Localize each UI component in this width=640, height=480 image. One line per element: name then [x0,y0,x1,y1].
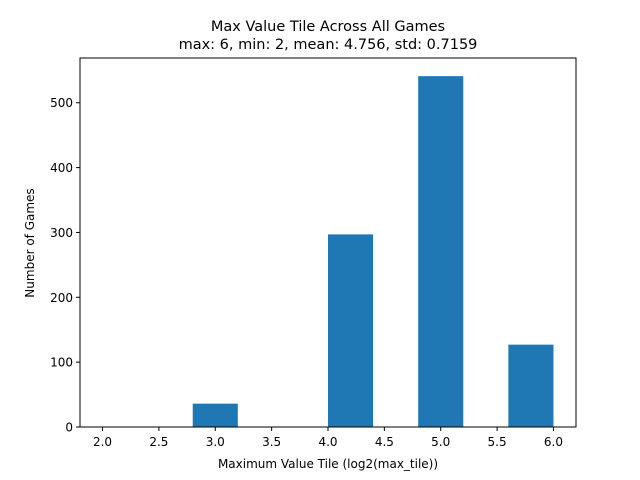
histogram-bar-9 [508,344,554,427]
x-tick-label-7: 5.5 [488,435,507,449]
chart-subtitle: max: 6, min: 2, mean: 4.756, std: 0.7159 [179,37,478,53]
x-tick-label-4: 4.0 [318,435,337,449]
x-tick-label-2: 3.0 [206,435,225,449]
histogram-bar-5 [328,234,374,427]
histogram-bar-7 [418,76,464,427]
x-tick-label-3: 3.5 [262,435,281,449]
x-tick-label-6: 5.0 [431,435,450,449]
y-tick-label-4: 400 [50,161,73,175]
histogram-bar-2 [192,403,238,427]
x-tick-label-5: 4.5 [375,435,394,449]
x-tick-label-8: 6.0 [544,435,563,449]
y-tick-label-0: 0 [65,421,73,435]
y-tick-label-5: 500 [50,96,73,110]
y-tick-label-2: 200 [50,291,73,305]
x-axis-label: Maximum Value Tile (log2(max_tile)) [218,457,438,471]
chart-title: Max Value Tile Across All Games [211,19,445,35]
x-tick-label-1: 2.5 [149,435,168,449]
y-tick-label-3: 300 [50,226,73,240]
bars-layer [192,76,554,427]
y-axis-label: Number of Games [23,188,37,297]
ticks-layer: 2.0 2.5 3.0 3.5 4.0 4.5 5.0 5.5 6.0 0 100 200 300 400… [50,96,563,449]
y-tick-label-1: 100 [50,356,73,370]
x-tick-label-0: 2.0 [93,435,112,449]
